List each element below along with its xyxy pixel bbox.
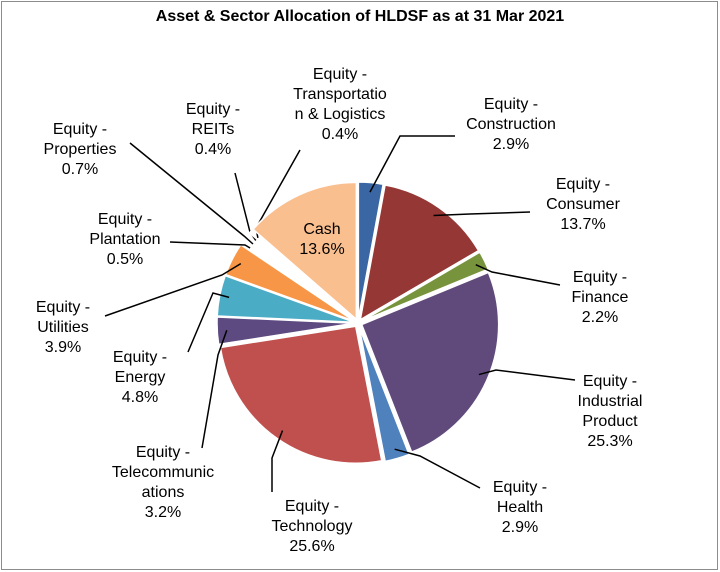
- slice-label: Equity - Utilities 3.9%: [23, 298, 103, 358]
- leader-line: [169, 241, 251, 249]
- value-label: 3.2%: [144, 504, 182, 521]
- category-label: Equity - Industrial Product: [577, 373, 643, 430]
- pie-slice: [216, 316, 355, 346]
- value-label: 13.6%: [299, 241, 345, 258]
- pie-slice: [248, 229, 356, 321]
- leader-line: [394, 448, 481, 489]
- slice-label: Equity - Construction 2.9%: [451, 95, 571, 155]
- category-label: Equity - Finance: [571, 269, 629, 306]
- leader-line: [271, 430, 284, 492]
- leader-line: [187, 292, 230, 353]
- slice-label: Equity - Transportation & Logistics 0.4%: [290, 65, 390, 145]
- leader-line: [475, 264, 561, 286]
- leader-line: [104, 262, 242, 317]
- chart-title: Asset & Sector Allocation of HLDSF as at…: [155, 8, 565, 25]
- value-label: 2.9%: [492, 136, 530, 153]
- value-label: 0.7%: [61, 161, 99, 178]
- slice-label: Equity - Health 2.9%: [475, 478, 565, 538]
- value-label: 2.9%: [501, 519, 539, 536]
- pie-slice: [357, 181, 385, 320]
- value-label: 2.2%: [581, 309, 619, 326]
- leader-line: [201, 329, 228, 449]
- value-label: 0.5%: [106, 251, 144, 268]
- leader-line: [433, 211, 531, 217]
- slice-label: Equity - Finance 2.2%: [555, 268, 645, 328]
- slice-label: Equity - Plantation 0.5%: [70, 210, 180, 270]
- slice-label: Equity - Consumer 13.7%: [528, 175, 638, 235]
- value-label: 0.4%: [194, 141, 232, 158]
- category-label: Equity - Transportation & Logistics: [293, 66, 387, 123]
- slice-label: Equity - Technology 25.6%: [257, 497, 367, 557]
- value-label: 0.4%: [321, 126, 359, 143]
- category-label: Equity - Telecommunications: [111, 444, 215, 501]
- leader-line: [369, 135, 455, 193]
- category-label: Equity - Utilities: [35, 299, 91, 336]
- slice-label: Equity - Industrial Product 25.3%: [560, 372, 660, 452]
- pie-slice: [358, 326, 411, 463]
- pie-slice: [360, 271, 500, 454]
- pie-slice: [252, 181, 358, 322]
- value-label: 25.3%: [587, 433, 633, 450]
- slice-label: Equity - Properties 0.7%: [25, 120, 135, 180]
- pie-slice: [359, 184, 480, 322]
- category-label: Equity - Plantation: [89, 211, 161, 248]
- value-label: 25.6%: [289, 538, 335, 555]
- category-label: Equity - Energy: [112, 349, 168, 386]
- leader-line: [478, 369, 576, 381]
- category-label: Equity - Construction: [466, 96, 556, 133]
- slice-label: Equity - REITs 0.4%: [178, 100, 248, 160]
- category-label: Equity - Properties: [43, 121, 117, 158]
- category-label: Equity - Consumer: [546, 176, 620, 213]
- slice-label: Equity - Energy 4.8%: [100, 348, 180, 408]
- pie-slice: [219, 325, 383, 465]
- slice-label: Cash 13.6%: [287, 220, 357, 260]
- category-label: Equity - Technology: [271, 498, 353, 535]
- pie-slice: [361, 251, 490, 322]
- slice-label: Equity - Telecommunications 3.2%: [108, 443, 218, 523]
- value-label: 4.8%: [121, 389, 159, 406]
- category-label: Equity - Health: [492, 479, 548, 516]
- leader-line: [129, 142, 254, 245]
- category-label: Equity - REITs: [185, 101, 241, 138]
- category-label: Cash: [303, 221, 341, 238]
- value-label: 3.9%: [44, 339, 82, 356]
- value-label: 13.7%: [560, 216, 606, 233]
